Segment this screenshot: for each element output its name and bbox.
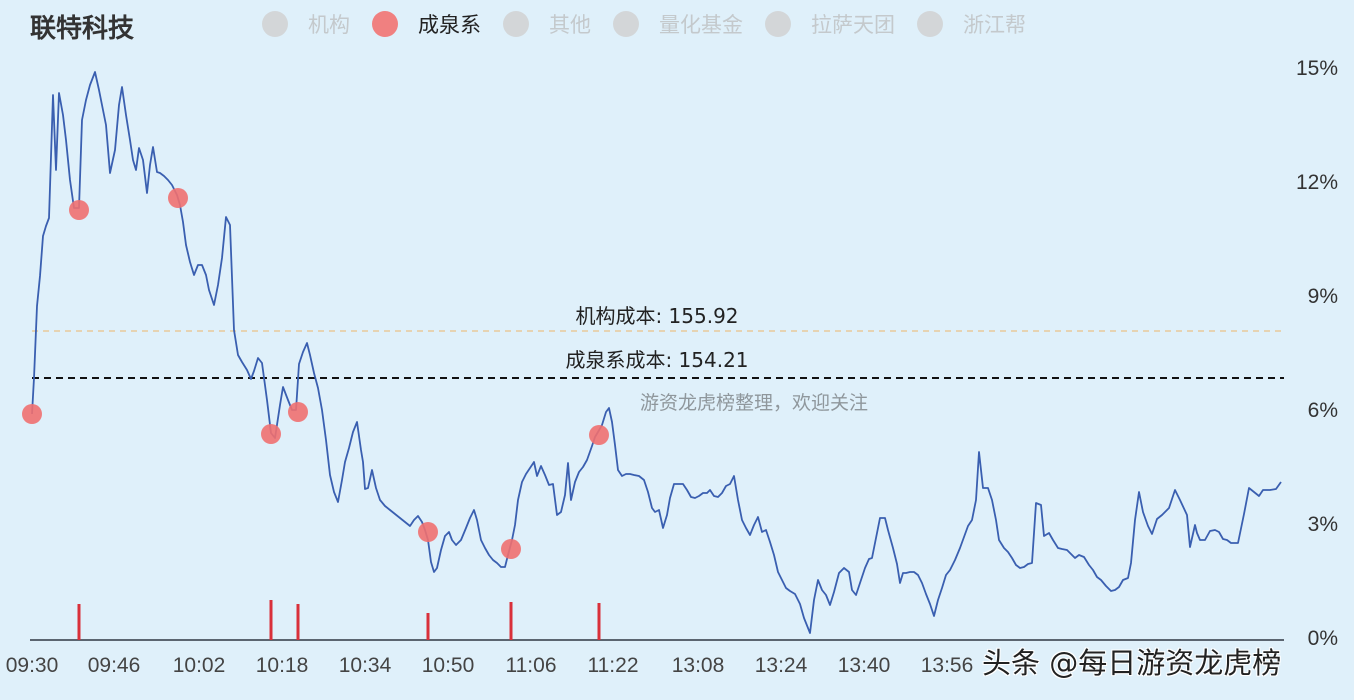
x-tick-label: 11:22	[587, 654, 639, 677]
x-tick-label: 13:40	[837, 654, 891, 677]
x-tick-label: 10:34	[338, 654, 392, 677]
marker-dot-icon[interactable]	[168, 188, 188, 208]
legend-dot-icon	[613, 11, 639, 37]
x-tick-label: 10:02	[172, 654, 226, 677]
x-tick-label: 13:56	[920, 654, 974, 677]
marker-dot-icon[interactable]	[69, 200, 89, 220]
stock-title: 联特科技	[30, 14, 135, 44]
legend-item-lasa[interactable]: 拉萨天团	[765, 9, 895, 39]
legend-item-chengquanxi[interactable]: 成泉系	[372, 9, 481, 39]
legend-label: 浙江帮	[963, 13, 1026, 37]
legend-label: 拉萨天团	[811, 13, 895, 37]
legend-label: 量化基金	[659, 13, 743, 37]
inst-cost-label: 机构成本: 155.92	[575, 304, 739, 328]
legend-label: 成泉系	[418, 13, 481, 37]
y-tick-label: 12%	[1295, 171, 1338, 194]
marker-dot-icon[interactable]	[589, 425, 609, 445]
marker-dot-icon[interactable]	[261, 424, 281, 444]
cq-cost-label: 成泉系成本: 154.21	[565, 348, 749, 372]
marker-dot-icon[interactable]	[288, 402, 308, 422]
y-tick-label: 9%	[1307, 285, 1338, 308]
chart-legend: 机构 成泉系 其他 量化基金 拉萨天团 浙江帮	[262, 8, 1048, 40]
legend-label: 机构	[308, 13, 350, 37]
y-tick-label: 6%	[1307, 399, 1338, 422]
y-tick-label: 3%	[1307, 513, 1338, 536]
marker-dot-icon[interactable]	[418, 522, 438, 542]
legend-item-lianghua[interactable]: 量化基金	[613, 9, 743, 39]
legend-dot-icon	[372, 11, 398, 37]
legend-dot-icon	[503, 11, 529, 37]
price-line	[31, 71, 1282, 634]
watermark-bottom: 头条 @每日游资龙虎榜	[982, 646, 1282, 680]
y-tick-label: 0%	[1307, 627, 1338, 650]
y-tick-label: 15%	[1295, 57, 1338, 80]
legend-item-zhejiang[interactable]: 浙江帮	[917, 9, 1026, 39]
marker-dot-icon[interactable]	[501, 539, 521, 559]
x-tick-label: 09:46	[87, 654, 141, 677]
legend-dot-icon	[917, 11, 943, 37]
legend-item-qita[interactable]: 其他	[503, 9, 591, 39]
watermark-text: 游资龙虎榜整理，欢迎关注	[639, 392, 869, 414]
legend-label: 其他	[549, 13, 591, 37]
x-tick-label: 09:30	[5, 654, 59, 677]
volume-bars	[77, 600, 601, 640]
trade-markers	[22, 188, 609, 559]
legend-item-jigou[interactable]: 机构	[262, 9, 350, 39]
legend-dot-icon	[765, 11, 791, 37]
x-tick-label: 13:24	[754, 654, 808, 677]
x-tick-label: 10:50	[421, 654, 475, 677]
x-tick-label: 11:06	[505, 654, 557, 677]
x-tick-label: 13:08	[671, 654, 725, 677]
marker-dot-icon[interactable]	[22, 404, 42, 424]
x-tick-label: 10:18	[255, 654, 309, 677]
legend-dot-icon	[262, 11, 288, 37]
